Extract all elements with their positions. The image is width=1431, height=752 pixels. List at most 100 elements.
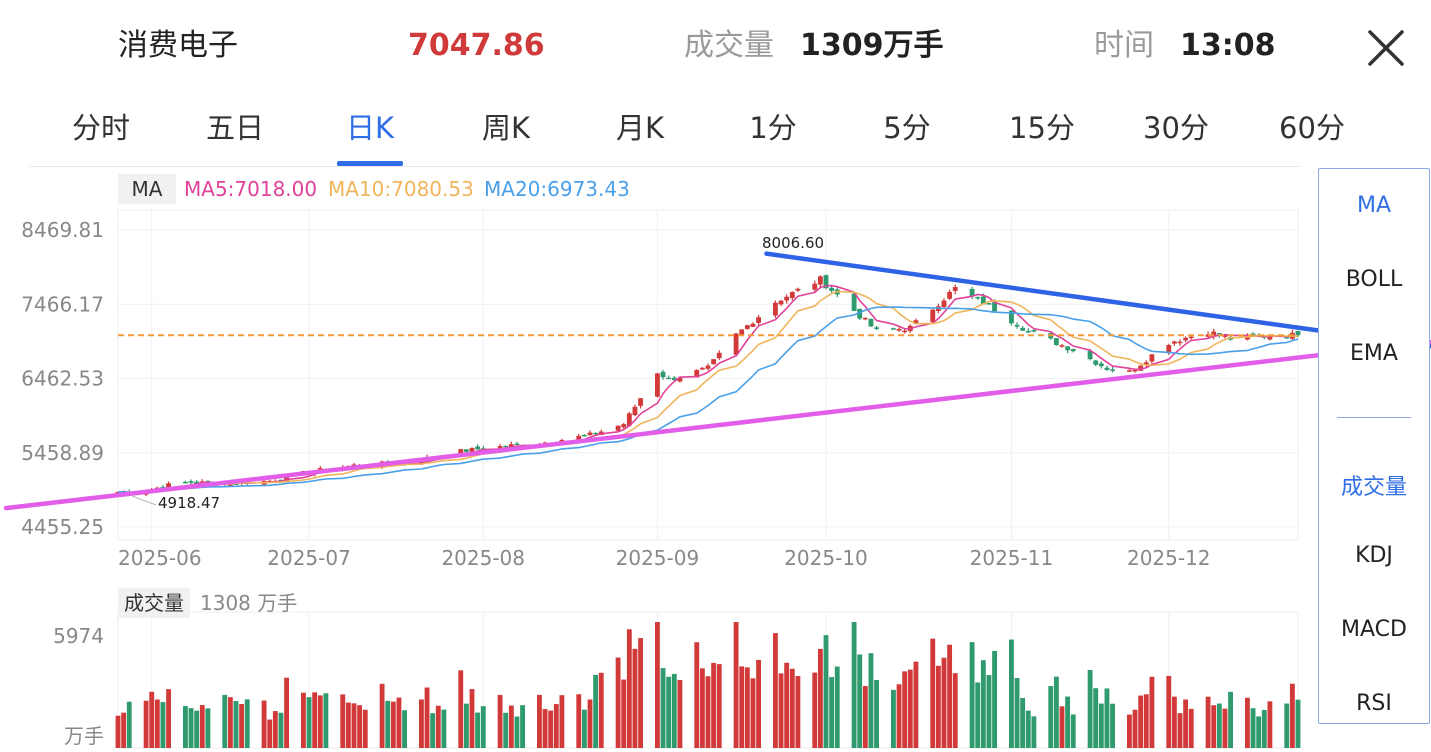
volume-value: 1309万手 <box>800 28 944 63</box>
tab-daily-k[interactable]: 日K <box>345 111 395 145</box>
volume-bar <box>508 705 514 748</box>
volume-bar <box>621 679 627 748</box>
tab-intraday[interactable]: 分时 <box>71 111 130 145</box>
close-icon[interactable] <box>1364 26 1408 70</box>
indicator-ma[interactable]: MA <box>1356 193 1392 218</box>
candle-body <box>463 449 469 452</box>
candle-body <box>699 367 705 370</box>
volume-bar <box>626 629 632 748</box>
candle-body <box>857 308 863 319</box>
volume-bar <box>1188 708 1194 748</box>
volume-bar <box>986 675 992 748</box>
volume-bar <box>160 702 166 748</box>
volume-bar <box>194 710 200 748</box>
volume-bar <box>756 659 761 748</box>
volume-bar <box>1020 698 1026 748</box>
candle-body <box>638 398 643 406</box>
volume-bar <box>1261 709 1267 748</box>
candle-body <box>1059 345 1065 347</box>
candle-body <box>351 464 357 467</box>
candle-body <box>851 293 857 312</box>
volume-bar <box>340 694 346 748</box>
tab-weekly-k[interactable]: 周K <box>481 111 531 145</box>
volume-bar <box>677 679 683 748</box>
candle-body <box>284 474 289 481</box>
tab-monthly-k[interactable]: 月K <box>615 111 665 145</box>
candle-body <box>1025 330 1031 333</box>
volume-bar <box>632 648 638 748</box>
indicator-rsi[interactable]: RSI <box>1356 691 1392 716</box>
volume-bar <box>598 672 604 748</box>
volume-bar <box>284 677 289 748</box>
tab-5min[interactable]: 5分 <box>883 111 931 145</box>
indicator-volume[interactable]: 成交量 <box>1340 475 1407 500</box>
volume-bar <box>587 699 593 748</box>
ma20-line <box>117 306 1299 494</box>
volume-bar <box>1110 703 1115 748</box>
candle-body <box>1183 337 1189 341</box>
candle-body <box>1166 344 1172 354</box>
indicator-kdj[interactable]: KDJ <box>1355 543 1393 568</box>
candle-body <box>952 287 958 291</box>
volume-bar <box>278 712 284 748</box>
volume-bar <box>593 674 599 748</box>
y-tick-label: 5458.89 <box>21 441 104 465</box>
tab-60min[interactable]: 60分 <box>1279 111 1345 145</box>
candle-body <box>1171 341 1177 344</box>
volume-bar <box>975 682 981 748</box>
candle-body <box>789 291 795 299</box>
volume-bar <box>857 654 863 748</box>
volume-bar <box>817 648 823 748</box>
candle-body <box>1284 336 1290 339</box>
volume-bar <box>941 657 947 748</box>
volume-bar <box>121 712 127 748</box>
candle-body <box>812 283 818 290</box>
candle-body <box>1031 329 1037 332</box>
volume-bar <box>1087 669 1093 748</box>
tab-five-day[interactable]: 五日 <box>205 111 264 145</box>
volume-bar <box>812 672 818 748</box>
volume-bar <box>301 692 306 748</box>
candle-body <box>475 446 481 450</box>
volume-bar <box>1250 708 1256 748</box>
candle-body <box>1143 362 1149 366</box>
volume-bar <box>907 669 913 748</box>
volume-bar <box>430 713 436 748</box>
tab-30min[interactable]: 30分 <box>1143 111 1209 145</box>
volume-bar <box>1177 713 1183 748</box>
indicator-legend-label: MA <box>118 174 176 204</box>
volume-bar <box>666 676 672 748</box>
volume-bar <box>1295 699 1301 748</box>
support-trendline <box>3 339 1431 511</box>
volume-bar <box>913 661 919 748</box>
candle-body <box>1138 365 1144 371</box>
volume-bar <box>317 695 323 748</box>
volume-bar <box>143 700 149 748</box>
volume-bar <box>396 697 402 748</box>
candle-body <box>739 329 745 336</box>
indicator-ema[interactable]: EMA <box>1350 341 1398 366</box>
indicator-macd[interactable]: MACD <box>1341 617 1407 642</box>
volume-bar <box>947 644 953 748</box>
ma5-line <box>117 284 1299 494</box>
indicator-boll[interactable]: BOLL <box>1345 267 1403 292</box>
candle-body <box>1127 370 1132 372</box>
candle-body <box>980 296 986 305</box>
volume-bar <box>868 653 874 748</box>
volume-bar <box>559 695 565 748</box>
volume-bar <box>1166 675 1172 748</box>
tab-15min[interactable]: 15分 <box>1009 111 1075 145</box>
candle-body <box>992 301 997 312</box>
candle-body <box>1149 354 1155 362</box>
volume-bar <box>935 665 941 748</box>
volume-bar <box>969 642 975 748</box>
candle-body <box>862 317 868 320</box>
volume-bar <box>638 638 643 748</box>
candle-body <box>750 323 756 327</box>
volume-bar <box>351 703 357 748</box>
candle-body <box>784 296 790 301</box>
candle-body <box>778 300 784 305</box>
tab-1min[interactable]: 1分 <box>749 111 797 145</box>
indicator-panel: MA BOLL EMA 成交量 KDJ MACD RSI <box>1318 168 1430 724</box>
